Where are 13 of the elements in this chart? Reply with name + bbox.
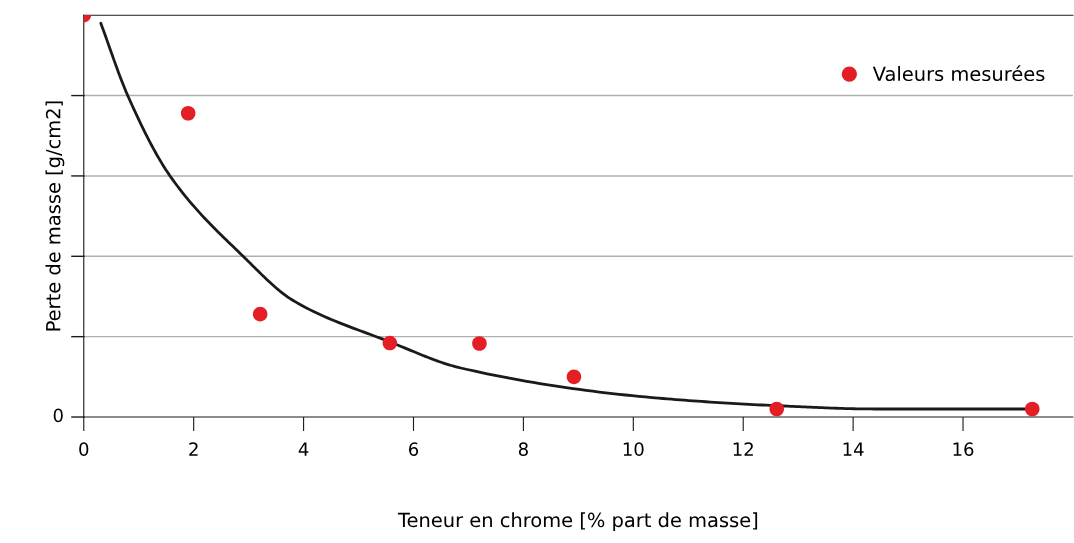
y-axis-title: Perte de masse [g/cm2] xyxy=(45,101,65,331)
x-tick-label: 12 xyxy=(733,442,753,456)
legend-label: Valeurs mesurées xyxy=(872,65,1045,82)
x-tick-label: 8 xyxy=(518,442,528,456)
x-axis-title: Teneur en chrome [% part de masse] xyxy=(397,512,758,532)
x-tick-label: 4 xyxy=(298,442,309,456)
text: 0 xyxy=(53,408,63,423)
x-tick-label: 14 xyxy=(843,442,864,456)
x-tick-label: 10 xyxy=(623,442,644,456)
x-tick-label: 6 xyxy=(409,442,419,456)
x-tick-label: 2 xyxy=(189,442,198,456)
x-tick-label: 0 xyxy=(79,442,89,456)
x-tick-label: 16 xyxy=(953,442,974,456)
